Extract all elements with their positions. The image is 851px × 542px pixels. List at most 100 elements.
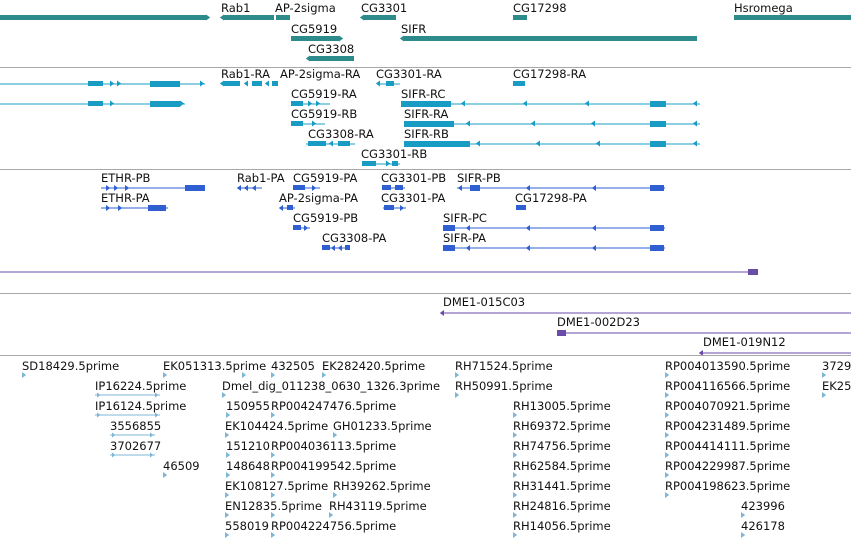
strand-arrow[interactable] bbox=[312, 120, 317, 127]
strand-arrow[interactable] bbox=[525, 185, 530, 191]
feature-block[interactable] bbox=[310, 56, 354, 61]
strand-arrow[interactable] bbox=[97, 392, 101, 398]
transcript-label[interactable]: CG3301-PA bbox=[381, 191, 446, 205]
strand-arrow[interactable] bbox=[333, 492, 338, 498]
feature-block[interactable] bbox=[150, 101, 180, 107]
strand-arrow[interactable] bbox=[163, 372, 168, 378]
strand-arrow[interactable] bbox=[242, 372, 247, 378]
feature-block[interactable] bbox=[650, 185, 664, 191]
strand-arrow[interactable] bbox=[584, 100, 589, 107]
strand-arrow[interactable] bbox=[308, 100, 313, 107]
est-label[interactable]: 3729 bbox=[822, 359, 851, 373]
transcript-label[interactable]: CG5919-PA bbox=[293, 171, 358, 185]
strand-arrow[interactable] bbox=[219, 80, 224, 87]
strand-arrow[interactable] bbox=[225, 512, 230, 518]
est-label[interactable]: RH13005.5prime bbox=[513, 399, 611, 413]
strand-arrow[interactable] bbox=[117, 80, 122, 87]
feature-block[interactable] bbox=[650, 121, 666, 127]
transcript-label[interactable]: Rab1-PA bbox=[237, 171, 285, 185]
strand-arrow[interactable] bbox=[222, 392, 227, 398]
strand-arrow[interactable] bbox=[475, 140, 480, 147]
strand-arrow[interactable] bbox=[257, 80, 262, 87]
strand-arrow[interactable] bbox=[665, 432, 670, 438]
feature-block[interactable] bbox=[386, 81, 394, 86]
strand-arrow[interactable] bbox=[525, 245, 530, 251]
gene-label[interactable]: CG3301 bbox=[361, 1, 408, 15]
strand-arrow[interactable] bbox=[595, 140, 600, 147]
strand-arrow[interactable] bbox=[271, 412, 276, 418]
strand-arrow[interactable] bbox=[150, 432, 154, 438]
feature-block[interactable] bbox=[650, 225, 664, 231]
strand-arrow[interactable] bbox=[118, 205, 123, 211]
strand-arrow[interactable] bbox=[225, 532, 230, 538]
transcript-label[interactable]: SIFR-PA bbox=[443, 231, 487, 245]
est-label[interactable]: 423996 bbox=[741, 499, 785, 513]
feature-block[interactable] bbox=[650, 101, 666, 107]
feature-block[interactable] bbox=[308, 141, 326, 146]
feature-block[interactable] bbox=[322, 245, 330, 250]
est-label[interactable]: 426178 bbox=[741, 519, 785, 533]
strand-arrow[interactable] bbox=[322, 372, 327, 378]
est-label[interactable]: RH69372.5prime bbox=[513, 419, 611, 433]
est-label[interactable]: 558019 bbox=[225, 519, 269, 533]
strand-arrow[interactable] bbox=[692, 120, 697, 127]
transcript-label[interactable]: CG3301-RB bbox=[361, 147, 428, 161]
est-label[interactable]: EK25 bbox=[822, 379, 851, 393]
feature-block[interactable] bbox=[734, 15, 851, 20]
est-label[interactable]: 151210 bbox=[226, 439, 270, 453]
est-label[interactable]: EK104424.5prime bbox=[225, 419, 329, 433]
strand-arrow[interactable] bbox=[665, 372, 670, 378]
est-label[interactable]: RH62584.5prime bbox=[513, 459, 611, 473]
feature-block[interactable] bbox=[224, 81, 240, 86]
feature-block[interactable] bbox=[150, 81, 180, 87]
feature-block[interactable] bbox=[293, 225, 301, 230]
feature-block[interactable] bbox=[276, 15, 290, 20]
gene-label[interactable]: CG3308 bbox=[308, 42, 355, 56]
est-label[interactable]: IP16224.5prime bbox=[95, 379, 187, 393]
gene-label[interactable]: Hsromega bbox=[734, 1, 793, 15]
est-label[interactable]: RH24816.5prime bbox=[513, 499, 611, 513]
gene-label[interactable]: CG17298 bbox=[513, 1, 567, 15]
strand-arrow[interactable] bbox=[97, 412, 101, 418]
strand-arrow[interactable] bbox=[741, 512, 746, 518]
strand-arrow[interactable] bbox=[304, 225, 309, 231]
est-label[interactable]: RH14056.5prime bbox=[513, 519, 611, 533]
strand-arrow[interactable] bbox=[513, 412, 518, 418]
strand-arrow[interactable] bbox=[513, 432, 518, 438]
gene-label[interactable]: Rab1 bbox=[221, 1, 251, 15]
feature-block[interactable] bbox=[88, 101, 103, 106]
est-label[interactable]: RP004231489.5prime bbox=[665, 419, 791, 433]
feature-block[interactable] bbox=[293, 185, 305, 190]
est-label[interactable]: RP004198623.5prime bbox=[665, 479, 791, 493]
transcript-label[interactable]: ETHR-PB bbox=[101, 171, 151, 185]
strand-arrow[interactable] bbox=[22, 372, 27, 378]
feature-block[interactable] bbox=[338, 141, 350, 146]
strand-arrow[interactable] bbox=[530, 120, 535, 127]
strand-arrow[interactable] bbox=[312, 185, 317, 191]
strand-arrow[interactable] bbox=[591, 225, 596, 231]
strand-arrow[interactable] bbox=[163, 472, 168, 478]
transcript-label[interactable]: CG3301-PB bbox=[381, 171, 447, 185]
feature-block[interactable] bbox=[404, 36, 697, 41]
clone-label[interactable]: DME1-019N12 bbox=[703, 335, 786, 349]
feature-block[interactable] bbox=[384, 205, 394, 210]
strand-arrow[interactable] bbox=[316, 100, 321, 107]
strand-arrow[interactable] bbox=[225, 432, 230, 438]
feature-block[interactable] bbox=[443, 245, 455, 251]
strand-arrow[interactable] bbox=[465, 120, 470, 127]
feature-block[interactable] bbox=[401, 101, 451, 107]
est-label[interactable]: RP004229987.5prime bbox=[665, 459, 791, 473]
strand-arrow[interactable] bbox=[400, 205, 405, 211]
strand-arrow[interactable] bbox=[665, 452, 670, 458]
strand-arrow[interactable] bbox=[439, 310, 444, 316]
transcript-label[interactable]: AP-2sigma-RA bbox=[280, 67, 361, 81]
transcript-label[interactable]: ETHR-PA bbox=[101, 191, 150, 205]
strand-arrow[interactable] bbox=[226, 472, 231, 478]
strand-arrow[interactable] bbox=[457, 185, 462, 191]
feature-block[interactable] bbox=[557, 330, 566, 336]
gene-label[interactable]: SIFR bbox=[401, 22, 427, 36]
transcript-label[interactable]: CG3301-RA bbox=[376, 67, 442, 81]
strand-arrow[interactable] bbox=[692, 100, 697, 107]
strand-arrow[interactable] bbox=[822, 392, 827, 398]
est-label[interactable]: RP004116566.5prime bbox=[665, 379, 791, 393]
